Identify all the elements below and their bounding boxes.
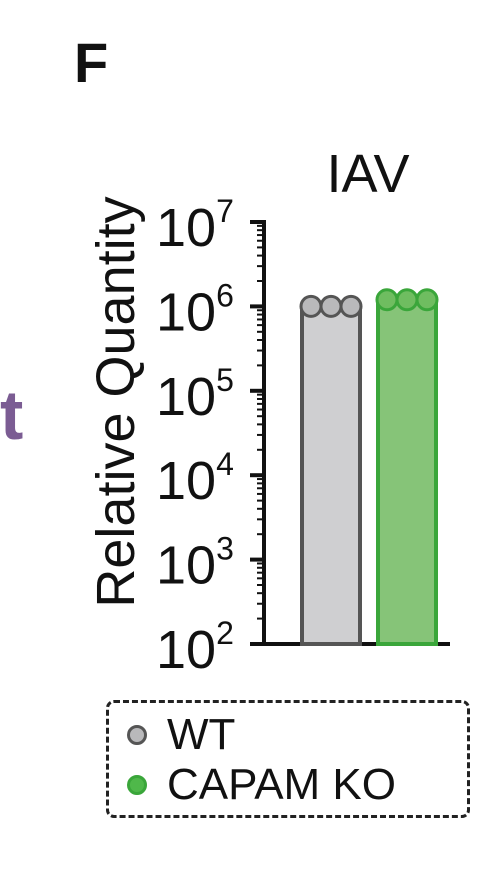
legend-marker-capam-ko: [127, 775, 147, 795]
data-point: [319, 294, 343, 318]
y-tick-base: 10: [156, 367, 216, 427]
data-points: [299, 288, 439, 318]
y-tick-label: 104: [156, 446, 234, 511]
panel-label: F: [74, 31, 109, 94]
y-axis-label: Relative Quantity: [86, 196, 146, 607]
y-tick-label: 103: [156, 531, 234, 596]
bar-wt: [300, 304, 362, 646]
cropped-text-fragment: t: [0, 376, 24, 454]
data-point: [299, 294, 323, 318]
y-tick-exponent: 3: [216, 531, 234, 567]
bar-capam-ko: [376, 297, 438, 646]
y-tick-label: 107: [156, 193, 234, 258]
y-tick-exponent: 6: [216, 277, 234, 313]
bars: [300, 297, 438, 646]
y-tick-base: 10: [156, 451, 216, 511]
y-tick-exponent: 5: [216, 362, 234, 398]
y-tick-base: 10: [156, 198, 216, 258]
data-point: [339, 294, 363, 318]
data-point: [395, 288, 419, 312]
y-tick-label: 105: [156, 362, 234, 427]
legend-item-capam-ko: CAPAM KO: [127, 763, 396, 807]
data-point: [375, 288, 399, 312]
legend-label-wt: WT: [167, 710, 236, 759]
y-tick-base: 10: [156, 536, 216, 596]
y-tick-label: 102: [156, 615, 234, 680]
y-tick-base: 10: [156, 282, 216, 342]
y-tick-exponent: 4: [216, 446, 234, 482]
legend-marker-wt: [127, 725, 147, 745]
chart-title: IAV: [326, 144, 409, 204]
legend: WT CAPAM KO: [106, 700, 470, 818]
y-tick-label: 106: [156, 277, 234, 342]
y-tick-exponent: 7: [216, 193, 234, 229]
data-point: [415, 288, 439, 312]
y-tick-exponent: 2: [216, 615, 234, 651]
legend-item-wt: WT: [127, 713, 235, 757]
y-tick-base: 10: [156, 620, 216, 680]
legend-label-capam-ko: CAPAM KO: [167, 760, 397, 809]
